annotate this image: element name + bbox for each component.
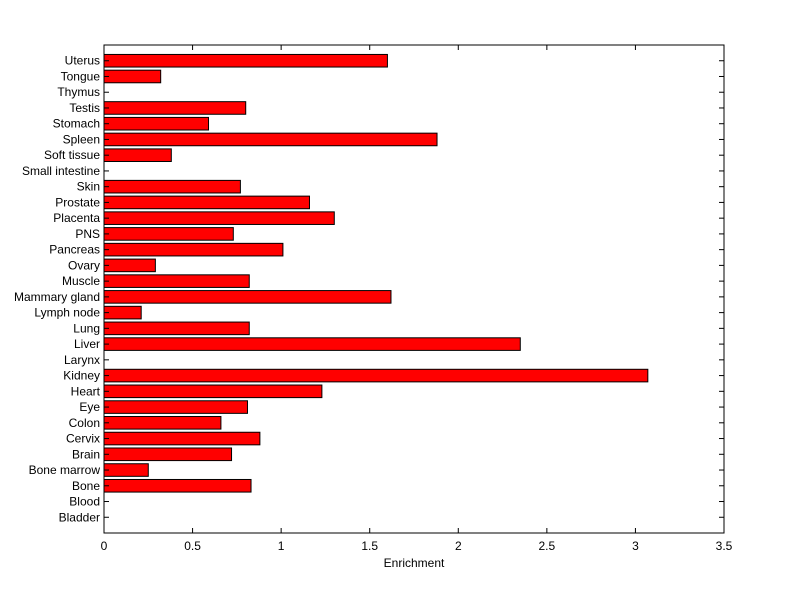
x-axis-label: Enrichment	[384, 556, 445, 570]
bar-skin	[103, 179, 241, 194]
bar-uterus	[103, 53, 388, 68]
bar-bone	[103, 478, 252, 493]
x-tick-label-1: 1	[278, 539, 285, 553]
y-tick-label-mammary-gland: Mammary gland	[14, 290, 100, 304]
y-tick-label-prostate: Prostate	[55, 195, 100, 209]
y-tick-label-tongue: Tongue	[61, 69, 101, 83]
y-tick-label-colon: Colon	[69, 416, 100, 430]
bar-mammary-gland	[103, 290, 392, 304]
y-tick-label-thymus: Thymus	[57, 85, 100, 99]
y-tick-label-bladder: Bladder	[59, 510, 100, 524]
y-tick-label-small-intestine: Small intestine	[22, 164, 100, 178]
y-tick-label-lung: Lung	[73, 321, 100, 335]
y-tick-label-bone-marrow: Bone marrow	[29, 463, 101, 477]
y-tick-label-blood: Blood	[69, 495, 100, 509]
bar-pancreas	[103, 242, 284, 257]
y-axis-ticks	[104, 60, 724, 518]
plot-frame	[103, 44, 725, 534]
bar-stomach	[103, 116, 210, 131]
bar-placenta	[103, 211, 335, 225]
bar-testis	[103, 101, 247, 115]
y-tick-label-bone: Bone	[72, 479, 100, 493]
y-tick-label-placenta: Placenta	[53, 211, 100, 225]
y-tick-label-muscle: Muscle	[62, 274, 100, 288]
y-tick-label-pns: PNS	[75, 227, 100, 241]
y-tick-label-soft-tissue: Soft tissue	[44, 148, 100, 162]
y-tick-label-larynx: Larynx	[64, 353, 100, 367]
y-tick-label-kidney: Kidney	[63, 369, 100, 383]
x-tick-label-3: 3	[632, 539, 639, 553]
y-tick-label-heart: Heart	[71, 384, 101, 398]
bar-lymph-node	[103, 305, 142, 320]
bar-spleen	[103, 132, 438, 147]
y-tick-label-lymph-node: Lymph node	[34, 306, 100, 320]
y-tick-label-ovary: Ovary	[68, 258, 100, 272]
y-tick-label-pancreas: Pancreas	[49, 243, 100, 257]
bar-bone-marrow	[103, 463, 149, 477]
y-tick-label-brain: Brain	[72, 447, 100, 461]
x-tick-label-0: 0	[101, 539, 108, 553]
bar-colon	[103, 416, 222, 430]
bar-brain	[103, 447, 233, 462]
y-tick-label-stomach: Stomach	[53, 117, 100, 131]
bar-ovary	[103, 258, 156, 273]
y-tick-label-cervix: Cervix	[66, 432, 100, 446]
bar-soft-tissue	[103, 148, 172, 162]
bar-tongue	[103, 69, 162, 84]
bar-liver	[103, 337, 521, 351]
bar-kidney	[103, 368, 649, 383]
y-tick-label-liver: Liver	[74, 337, 100, 351]
x-tick-label-1-5: 1.5	[361, 539, 378, 553]
bar-cervix	[103, 431, 261, 446]
y-tick-label-eye: Eye	[79, 400, 100, 414]
x-tick-label-2: 2	[455, 539, 462, 553]
bar-prostate	[103, 195, 310, 210]
x-tick-label-2-5: 2.5	[539, 539, 556, 553]
bar-pns	[103, 227, 234, 241]
bar-eye	[103, 400, 248, 414]
y-tick-label-testis: Testis	[69, 101, 100, 115]
y-tick-label-skin: Skin	[77, 180, 100, 194]
bar-lung	[103, 321, 250, 336]
x-tick-label-0-5: 0.5	[184, 539, 201, 553]
y-tick-label-uterus: Uterus	[65, 54, 100, 68]
bar-heart	[103, 384, 323, 399]
x-axis-tick-labels: 0 0.5 1 1.5 2 2.5 3 3.5	[101, 539, 733, 553]
y-tick-label-spleen: Spleen	[63, 132, 100, 146]
x-tick-label-3-5: 3.5	[716, 539, 733, 553]
bar-muscle	[103, 274, 250, 288]
